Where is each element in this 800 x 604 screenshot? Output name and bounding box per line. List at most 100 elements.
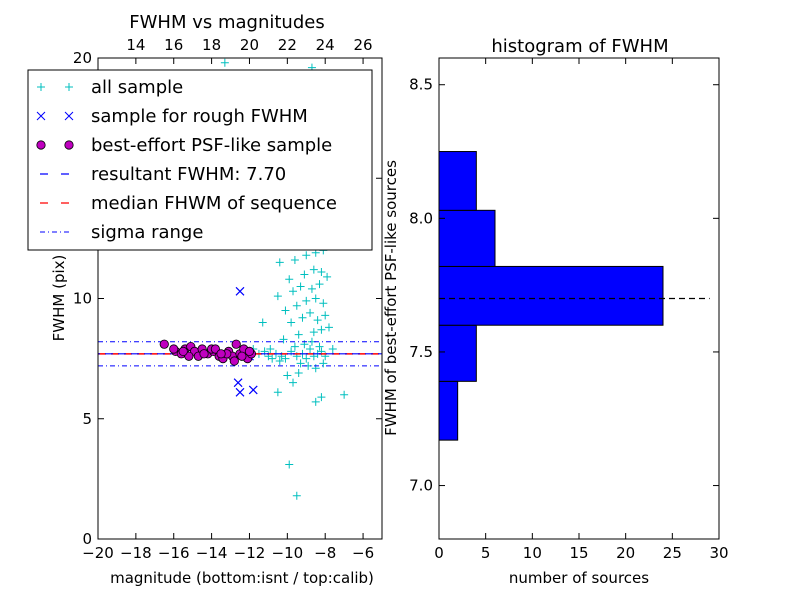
all-sample-point — [220, 58, 229, 67]
rough-sample-point — [233, 378, 243, 388]
all-sample-point — [302, 251, 311, 260]
legend-plus-marker — [37, 83, 45, 91]
all-sample-point — [292, 301, 301, 310]
all-sample-point — [294, 369, 303, 378]
legend-label: sample for rough FWHM — [91, 106, 308, 127]
all-sample-point — [294, 330, 303, 339]
scatter-y-axis-label: FWHM (pix) — [50, 255, 68, 342]
all-sample-point — [285, 460, 294, 469]
legend-circle-marker — [64, 140, 74, 150]
all-sample-point — [290, 256, 299, 265]
all-sample-point — [309, 265, 318, 274]
all-sample-point — [285, 275, 294, 284]
legend-item: sigma range — [40, 222, 203, 243]
legend-label: median FHWM of sequence — [91, 193, 337, 214]
all-sample-point — [300, 270, 309, 279]
all-sample-point — [281, 306, 290, 315]
histogram-bar — [438, 265, 664, 326]
scatter-x-axis-label: magnitude (bottom:isnt / top:calib) — [110, 569, 374, 587]
all-sample-point — [268, 354, 277, 363]
scatter-x-tick-label: −16 — [158, 544, 190, 562]
best-sample-point — [229, 356, 239, 366]
all-sample-point — [315, 280, 324, 289]
scatter-y-tick-label: 0 — [82, 530, 92, 548]
all-sample-point — [317, 393, 326, 402]
scatter-chart: FWHM vs magnitudes −20 −18 −16 −14 −12 −10 −8−… — [27, 12, 383, 587]
scatter-x-tick-label: −6 — [352, 544, 374, 562]
histogram-bar — [438, 324, 477, 382]
best-sample-point — [199, 349, 209, 359]
all-sample-point — [319, 359, 328, 368]
all-sample-point — [306, 308, 315, 317]
legend-x-marker — [64, 111, 74, 121]
histogram-bar — [438, 380, 459, 441]
all-sample-point — [307, 284, 316, 293]
best-sample-point — [237, 351, 247, 361]
histogram-bar — [438, 209, 496, 267]
all-sample-point — [281, 354, 290, 363]
all-sample-point — [315, 342, 324, 351]
histogram-y-axis-label: FWHM of best-effort PSF-like sources — [382, 160, 400, 436]
scatter-top-tick-label: 26 — [354, 36, 373, 54]
legend-item: median FHWM of sequence — [40, 193, 337, 214]
all-sample-point — [302, 354, 311, 363]
all-sample-point — [287, 318, 296, 327]
rough-sample-point — [248, 385, 258, 395]
all-sample-point — [289, 287, 298, 296]
histogram-x-tick-label: 30 — [709, 544, 728, 562]
histogram-chart: histogram of FWHM 0 5 10 15 20 25 30 7.0 7.5 8.0 8… — [382, 36, 729, 587]
all-sample-point — [279, 335, 288, 344]
scatter-top-tick-label: 20 — [240, 36, 259, 54]
legend-label: all sample — [91, 77, 183, 98]
histogram-y-tick-label: 7.5 — [409, 343, 433, 361]
legend-item: sample for rough FWHM — [36, 106, 308, 127]
rough-sample-point — [235, 286, 245, 296]
legend-plus-marker — [65, 83, 73, 91]
scatter-top-tick-label: 22 — [278, 36, 297, 54]
best-sample-point — [244, 346, 255, 357]
all-sample-point — [313, 316, 322, 325]
all-sample-point — [275, 357, 284, 366]
legend-item: resultant FWHM: 7.70 — [40, 164, 286, 185]
histogram-y-tick-label: 8.5 — [409, 76, 433, 94]
all-sample-point — [298, 313, 307, 322]
scatter-top-tick-label: 14 — [126, 36, 145, 54]
histogram-plot-area — [438, 151, 710, 441]
legend-circle-marker — [36, 140, 46, 150]
legend-label: best-effort PSF-like sample — [91, 135, 332, 156]
best-sample-point — [178, 346, 188, 357]
histogram-x-tick-label: 10 — [523, 544, 542, 562]
all-sample-point — [296, 282, 305, 291]
all-sample-point — [323, 272, 332, 281]
legend-box — [27, 69, 373, 251]
all-sample-point — [319, 299, 328, 308]
legend-label: resultant FWHM: 7.70 — [91, 164, 286, 185]
rough-sample-point — [235, 387, 245, 397]
scatter-x-tick-label: −10 — [272, 544, 304, 562]
legend-item: best-effort PSF-like sample — [36, 135, 332, 156]
all-sample-point — [283, 371, 292, 380]
scatter-x-tick-label: −14 — [196, 544, 228, 562]
scatter-y-tick-label: 5 — [82, 410, 92, 428]
histogram-x-axis-label: number of sources — [509, 569, 649, 587]
all-sample-point — [306, 345, 315, 354]
all-sample-point — [266, 345, 275, 354]
histogram-title: histogram of FWHM — [491, 36, 668, 57]
all-sample-point — [296, 359, 305, 368]
all-sample-point — [340, 390, 349, 399]
histogram-axes: 0 5 10 15 20 25 30 7.0 7.5 8.0 8.5 — [409, 58, 729, 562]
histogram-x-tick-label: 20 — [616, 544, 635, 562]
best-sample-point — [169, 344, 179, 354]
scatter-y-tick-label: 10 — [73, 290, 92, 308]
all-sample-point — [328, 345, 337, 354]
scatter-x-tick-label: −20 — [82, 544, 114, 562]
best-sample-point — [159, 339, 169, 349]
legend-item: all sample — [37, 77, 183, 98]
all-sample-point — [289, 378, 298, 387]
all-sample-point — [317, 268, 326, 277]
scatter-top-tick-label: 24 — [316, 36, 335, 54]
histogram-x-tick-label: 0 — [434, 544, 444, 562]
scatter-x-tick-label: −8 — [314, 544, 336, 562]
scatter-y-tick-label: 20 — [73, 49, 92, 67]
